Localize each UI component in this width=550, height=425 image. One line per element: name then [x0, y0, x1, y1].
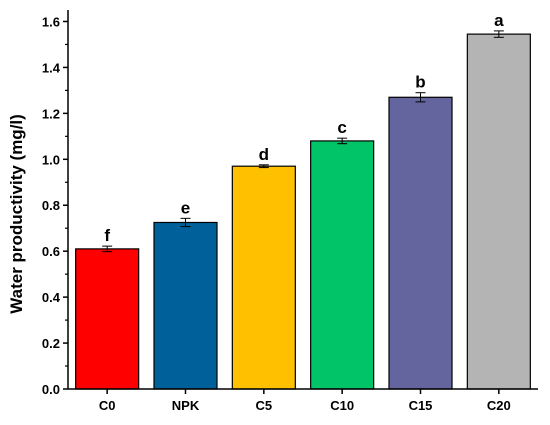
x-tick-label: NPK [172, 398, 200, 413]
error-bar [180, 217, 191, 228]
x-tick-label: C10 [330, 398, 354, 413]
significance-letter: e [181, 198, 190, 217]
bars: f e d c b a [75, 11, 531, 390]
y-tick-label: 1.6 [42, 14, 60, 29]
x-tick-label: C20 [487, 398, 511, 413]
error-bar [415, 92, 426, 103]
significance-letter: f [104, 226, 110, 245]
y-axis-label: Water productivity (mg/l) [7, 114, 26, 314]
y-tick-label: 1.4 [42, 60, 61, 75]
bar-c15 [388, 96, 453, 390]
significance-letter: c [337, 118, 346, 137]
significance-letter: b [415, 73, 425, 92]
error-bar [258, 164, 269, 169]
y-tick-label: 0.4 [42, 290, 61, 305]
bar-npk [153, 221, 218, 390]
error-bar [337, 137, 348, 145]
bar-c10 [310, 140, 375, 390]
bar-c5 [231, 165, 296, 390]
y-tick-label: 0.0 [42, 382, 60, 397]
significance-letter: a [494, 11, 504, 30]
y-tick-label: 1.0 [42, 152, 60, 167]
x-tick-label: C0 [99, 398, 116, 413]
error-bar [493, 30, 504, 38]
y-axis-ticks: 0.0 0.2 0.4 0.6 0.8 1.0 1.2 1.4 1.6 [42, 14, 68, 397]
x-tick-label: C15 [409, 398, 433, 413]
x-tick-label: C5 [256, 398, 273, 413]
significance-letter: d [259, 145, 269, 164]
y-tick-label: 1.2 [42, 106, 60, 121]
bar-c0 [75, 248, 140, 390]
x-axis-ticks: C0 NPK C5 C10 C15 C20 [99, 389, 511, 413]
y-tick-label: 0.6 [42, 244, 60, 259]
bar-c20 [466, 33, 531, 390]
y-tick-label: 0.2 [42, 336, 60, 351]
error-bar [102, 245, 113, 253]
y-tick-label: 0.8 [42, 198, 60, 213]
